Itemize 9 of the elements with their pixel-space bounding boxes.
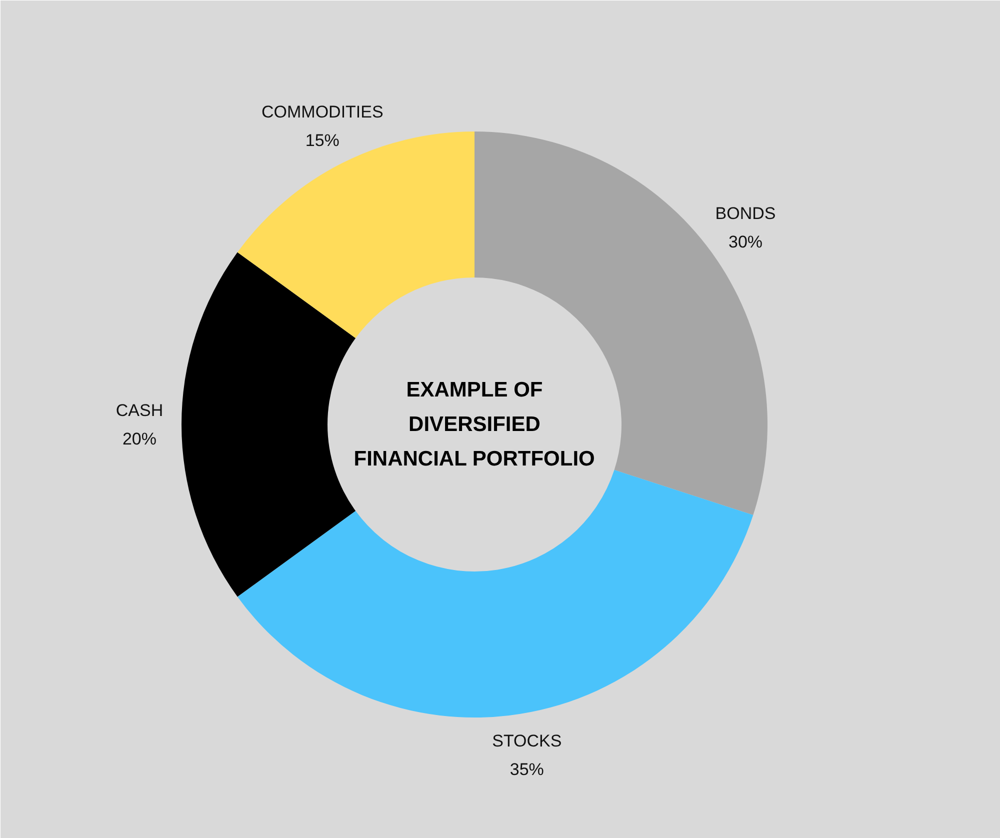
slice-label: CASH — [116, 400, 164, 420]
data-label: 30% — [728, 232, 763, 252]
slice-label: STOCKS — [492, 732, 562, 751]
data-label: 20% — [122, 429, 157, 448]
data-label: 35% — [510, 760, 544, 780]
data-label: 15% — [305, 130, 340, 150]
slice-label: BONDS — [715, 204, 776, 223]
slice-label: COMMODITIES — [262, 102, 384, 122]
text: EXAMPLE OF DIVERSIFIED FINANCIAL PORTFOLIO — [354, 378, 595, 470]
